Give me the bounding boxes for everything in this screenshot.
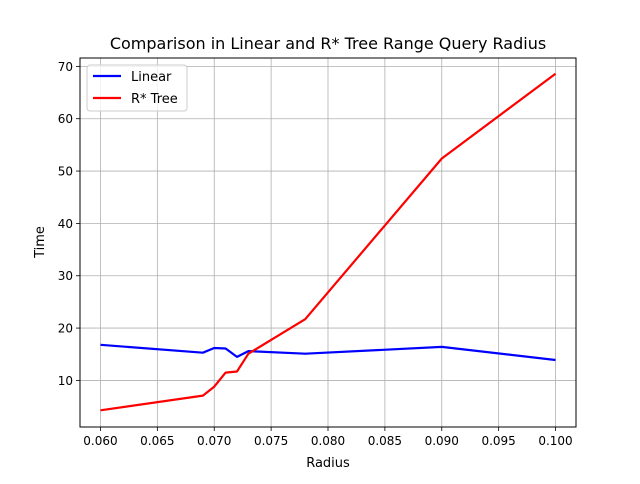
y-axis-label: Time [33, 226, 48, 259]
grid [80, 58, 576, 427]
series-lines [100, 72, 557, 412]
x-tick-label: 0.065 [140, 434, 174, 448]
x-tick-label: 0.075 [254, 434, 288, 448]
legend: Linear R* Tree [86, 64, 188, 112]
y-tick-label: 70 [58, 60, 73, 74]
chart-title: Comparison in Linear and R* Tree Range Q… [110, 34, 546, 53]
series-line-linear [100, 343, 556, 362]
y-tick-label: 20 [58, 322, 73, 336]
x-axis-ticks: 0.060 0.065 0.070 0.075 0.080 0.085 0.090 0.095… [83, 427, 573, 448]
y-tick-label: 10 [58, 374, 73, 388]
y-axis-ticks: 10 20 30 40 50 60 70 [58, 60, 80, 388]
x-tick-label: 0.095 [481, 434, 515, 448]
x-tick-label: 0.080 [311, 434, 345, 448]
x-tick-label: 0.090 [425, 434, 459, 448]
y-tick-label: 60 [58, 112, 73, 126]
x-axis-label: Radius [306, 456, 350, 471]
series-line-rstar-tree [100, 72, 557, 412]
y-tick-label: 30 [58, 269, 73, 283]
legend-label-rstar-tree: R* Tree [131, 92, 178, 107]
legend-label-linear: Linear [131, 70, 172, 85]
x-tick-label: 0.070 [197, 434, 231, 448]
x-tick-label: 0.100 [538, 434, 572, 448]
x-tick-label: 0.085 [368, 434, 402, 448]
y-tick-label: 40 [58, 217, 73, 231]
y-tick-label: 50 [58, 165, 73, 179]
x-tick-label: 0.060 [83, 434, 117, 448]
